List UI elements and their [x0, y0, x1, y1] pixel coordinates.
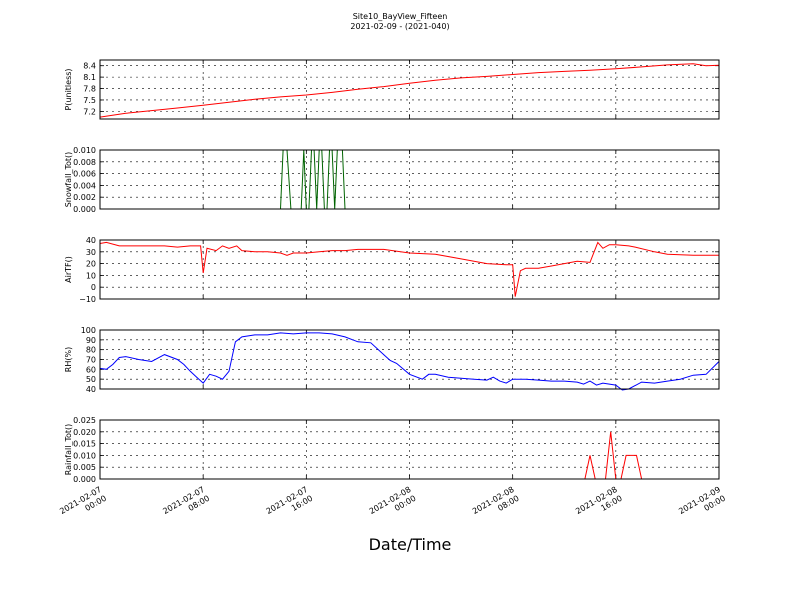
y-tick-label: 90 — [86, 336, 96, 345]
axes-frame — [99, 329, 720, 390]
x-tick-label: 2021-02-0816:00 — [574, 485, 624, 525]
axes-frame — [99, 59, 720, 120]
y-tick-label: 60 — [86, 365, 96, 374]
y-tick-label: 80 — [86, 346, 96, 355]
y-tick-label: 0.015 — [73, 440, 96, 449]
x-axis-label: Date/Time — [369, 535, 452, 554]
chart-subtitle: 2021-02-09 - (2021-040) — [350, 22, 449, 31]
x-tick-label: 2021-02-0700:00 — [58, 485, 108, 525]
axes-frame — [99, 149, 720, 210]
y-tick-label: 20 — [86, 260, 96, 269]
panels: 7.27.57.88.18.4P(unitless)0.0000.0020.00… — [64, 59, 720, 484]
series-line-2 — [100, 149, 719, 210]
y-tick-label: 7.5 — [83, 96, 96, 105]
y-tick-label: 7.8 — [83, 85, 96, 94]
axes-frame — [99, 419, 720, 480]
x-tick-label: 2021-02-0716:00 — [265, 485, 315, 525]
y-tick-label: 0.025 — [73, 416, 96, 425]
y-tick-label: 0.002 — [73, 193, 96, 202]
panel-2: 0.000 0.002 0.004 0.006 0.008 0.010Snowfall_T… — [64, 146, 720, 214]
y-axis-label: AirTF() — [64, 256, 73, 283]
x-tick-labels: 2021-02-0700:00 2021-02-0708:00 2021-02-07… — [58, 485, 727, 525]
y-tick-label: 0.010 — [73, 146, 96, 155]
y-tick-label: 0 — [91, 283, 96, 292]
y-tick-label: 0.000 — [73, 475, 96, 484]
panel-1: 7.2 7.5 7.8 8.1 8.4 P(unitless) — [64, 59, 720, 120]
x-tick-label: 2021-02-0808:00 — [471, 485, 521, 525]
y-axis-label: P(unitless) — [64, 68, 73, 110]
y-axis-label: RH(%) — [64, 347, 73, 372]
series-line-3 — [99, 241, 719, 297]
y-tick-label: 0.008 — [73, 158, 96, 167]
y-tick-label: 7.2 — [83, 107, 96, 116]
y-tick-label: 8.4 — [83, 62, 96, 71]
y-tick-label: 0.004 — [73, 181, 96, 190]
y-tick-label: 40 — [86, 236, 96, 245]
y-axis-label: Rainfall_Tot() — [64, 424, 73, 476]
series-line-5 — [100, 431, 719, 480]
x-tick-label: 2021-02-0708:00 — [161, 485, 211, 525]
x-tick-label: 2021-02-0900:00 — [677, 485, 727, 525]
panel-3: −10 0 10 20 30 40 AirTF() — [64, 236, 720, 304]
y-tick-label: 10 — [86, 271, 96, 280]
y-tick-label: 8.1 — [83, 73, 96, 82]
y-tick-label: 0.005 — [73, 463, 96, 472]
y-tick-label: 100 — [81, 326, 96, 335]
series-line-4 — [99, 332, 720, 391]
series-line-1 — [99, 63, 720, 118]
y-axis-label: Snowfall_Tot() — [64, 152, 73, 208]
chart-title: Site10_BayView_Fifteen — [353, 12, 448, 21]
axes-frame — [99, 239, 720, 300]
panel-5: 0.000 0.005 0.010 0.015 0.020 0.025Rainfall_T… — [64, 416, 720, 484]
y-tick-label: 70 — [86, 356, 96, 365]
y-tick-label: 0.010 — [73, 451, 96, 460]
x-tick-label: 2021-02-0800:00 — [368, 485, 418, 525]
y-tick-label: 50 — [86, 375, 96, 384]
y-tick-label: 0.006 — [73, 170, 96, 179]
y-tick-label: −10 — [79, 295, 96, 304]
y-tick-label: 40 — [86, 385, 96, 394]
y-tick-label: 0.020 — [73, 428, 96, 437]
y-tick-label: 0.000 — [73, 205, 96, 214]
y-tick-label: 30 — [86, 248, 96, 257]
